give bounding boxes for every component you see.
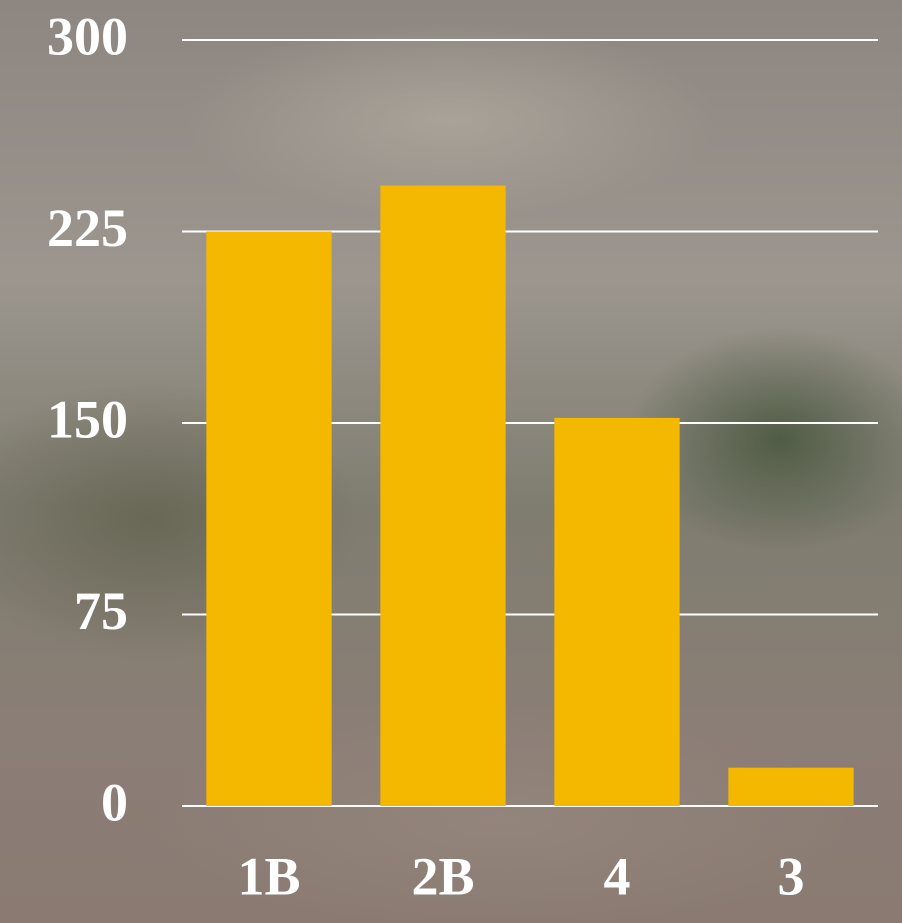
y-tick-label: 300: [47, 6, 128, 66]
bar: [206, 232, 331, 807]
x-tick-label: 3: [778, 846, 805, 906]
y-tick-label: 225: [47, 198, 128, 258]
bar: [380, 186, 505, 806]
chart: 0 75 150 225 300 1B 2B 4 3: [0, 0, 902, 923]
y-tick-label: 150: [47, 389, 128, 449]
x-tick-label: 2B: [411, 846, 474, 906]
y-tick-label: 75: [74, 581, 128, 641]
bar: [728, 768, 853, 806]
y-tick-label: 0: [101, 772, 128, 832]
bar: [554, 418, 679, 806]
x-tick-label: 1B: [237, 846, 300, 906]
x-tick-label: 4: [604, 846, 631, 906]
